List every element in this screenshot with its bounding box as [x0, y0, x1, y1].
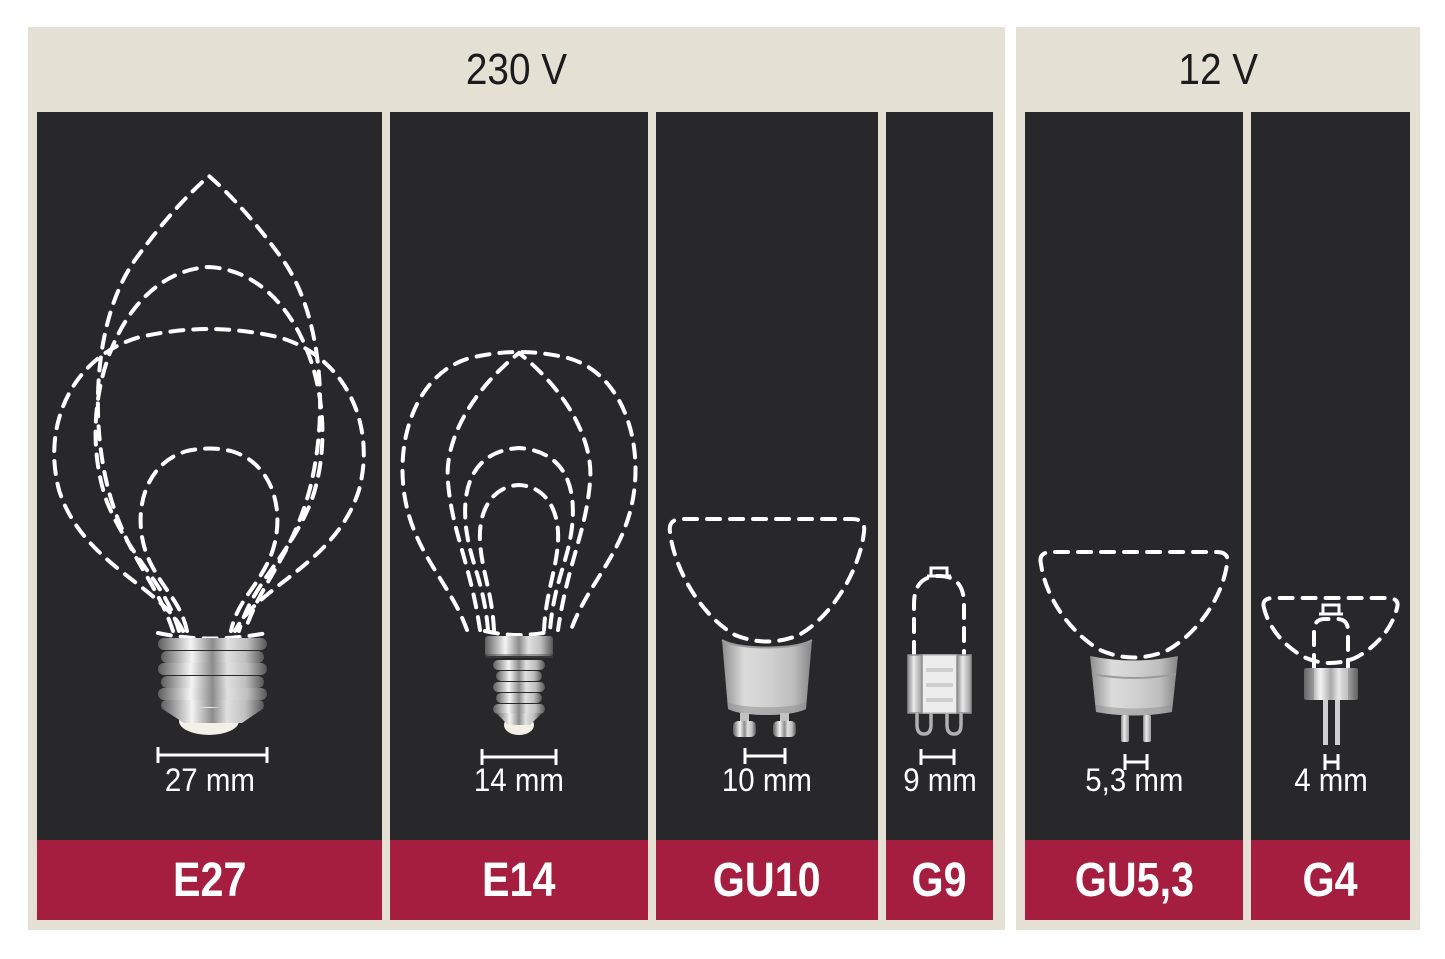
column-g9: 9 mm G9 [886, 112, 993, 920]
voltage-header-230v: 230 V [28, 27, 1005, 112]
g9-size-label: 9 mm [902, 762, 977, 798]
gu10-base-icon [721, 639, 813, 737]
e14-measure-line [480, 749, 558, 765]
gu53-figure: 5,3 mm [1025, 112, 1243, 840]
voltage-header-12v: 12 V [1016, 27, 1420, 112]
g4-outline-icon [1261, 596, 1400, 770]
g4-figure: 4 mm [1251, 112, 1410, 840]
gu53-size-label: 5,3 mm [1084, 762, 1184, 798]
g9-pip-icon [927, 566, 951, 578]
g9-socket-bar: G9 [886, 840, 993, 920]
gu53-outline-icon [1038, 550, 1230, 770]
g4-pip-icon [1319, 603, 1343, 616]
gu53-socket-bar: GU5,3 [1025, 840, 1243, 920]
column-g4: 4 mm G4 [1251, 112, 1410, 920]
g4-size-label: 4 mm [1293, 762, 1368, 798]
e27-socket-bar: E27 [37, 840, 382, 920]
voltage-label: 230 V [465, 44, 568, 94]
e14-figure: 14 mm [390, 112, 648, 840]
column-gu10: 10 mm GU10 [656, 112, 878, 920]
gu53-base-icon [1090, 656, 1178, 742]
column-e14: 14 mm E14 [390, 112, 648, 920]
e27-screw-base-icon [158, 638, 267, 735]
e14-screw-base-icon [485, 636, 553, 735]
g4-measure-line [1323, 754, 1340, 770]
e14-socket-bar: E14 [390, 840, 648, 920]
column-gu53: 5,3 mm GU5,3 [1025, 112, 1243, 920]
g4-base-icon [1304, 668, 1358, 745]
gu53-measure-line [1123, 754, 1149, 770]
g4-socket-bar: G4 [1251, 840, 1410, 920]
gu10-figure: 10 mm [656, 112, 878, 840]
e14-bulb-outlines-icon [400, 349, 638, 765]
g9-measure-line [919, 749, 956, 765]
e27-bulb-outlines-icon [52, 173, 366, 763]
panel-230v: 230 V [28, 27, 1005, 930]
gu10-size-label: 10 mm [722, 762, 812, 798]
gu10-socket-bar: GU10 [656, 840, 878, 920]
e27-figure: 27 mm [37, 112, 382, 840]
column-e27: 27 mm E27 [37, 112, 382, 920]
gu10-measure-line [743, 748, 787, 764]
e27-size-label: 27 mm [164, 762, 255, 798]
g9-figure: 9 mm [886, 112, 993, 840]
voltage-label: 12 V [1178, 44, 1258, 94]
g9-base-icon [907, 654, 972, 736]
g9-outline-icon [907, 566, 972, 765]
panel-12v: 12 V 5,3 mm GU5,3 [1016, 27, 1420, 930]
gu10-outline-icon [667, 517, 867, 764]
e27-measure-line [156, 747, 269, 763]
e14-size-label: 14 mm [474, 762, 564, 798]
